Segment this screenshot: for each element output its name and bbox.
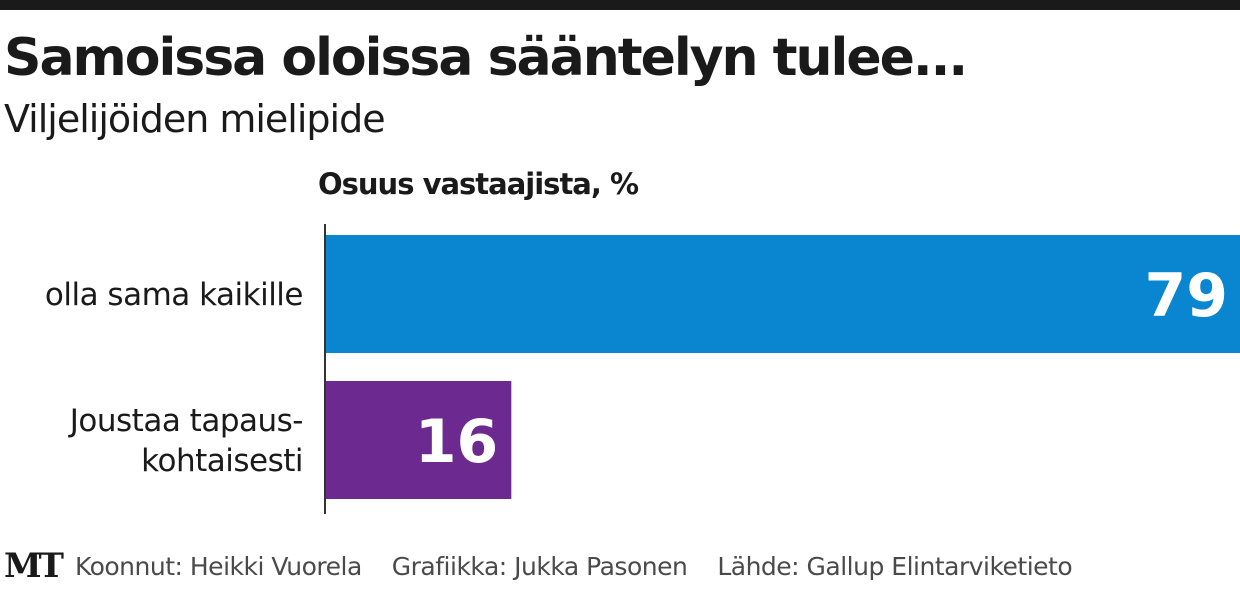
top-rule: [0, 0, 1240, 10]
category-label: kohtaisesti: [141, 443, 303, 479]
footer: MT Koonnut: Heikki Vuorela Grafiikka: Ju…: [4, 546, 1102, 586]
chart-title: Samoissa oloissa sääntelyn tulee...: [4, 28, 968, 88]
credit-compiled-by: Koonnut: Heikki Vuorela: [74, 551, 362, 581]
value-axis-title: Osuus vastaajista, %: [318, 167, 639, 201]
chart-subtitle: Viljelijöiden mielipide: [4, 97, 386, 141]
category-label: olla sama kaikille: [45, 277, 303, 313]
bar-value-label: 16: [415, 407, 499, 477]
credit-source: Lähde: Gallup Elintarviketieto: [717, 551, 1073, 581]
category-label: Joustaa tapaus-: [68, 403, 303, 439]
bar: [326, 381, 512, 499]
mt-logo: MT: [4, 546, 64, 586]
bar-value-label: 79: [1145, 261, 1229, 331]
credit-graphics-by: Grafiikka: Jukka Pasonen: [391, 551, 688, 581]
bar: [326, 235, 1240, 353]
